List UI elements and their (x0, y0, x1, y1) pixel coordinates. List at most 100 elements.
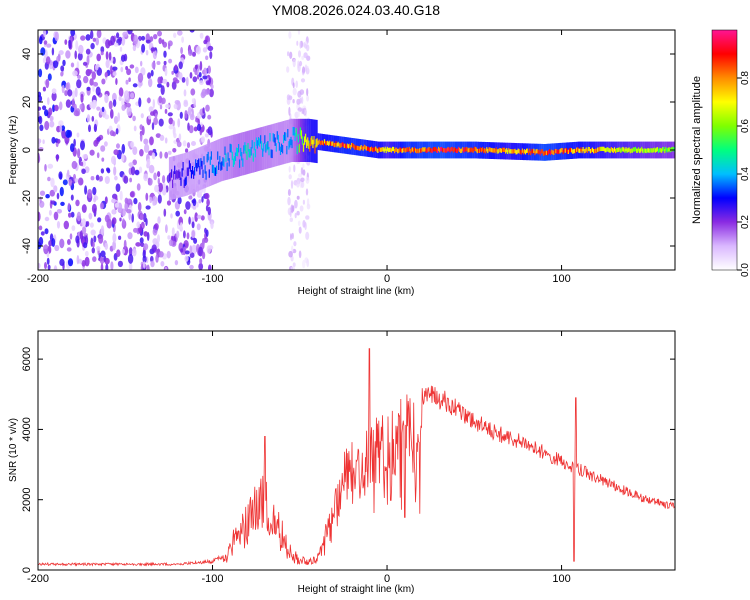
noise-column-mark (306, 65, 309, 72)
noise-column-mark (300, 167, 304, 176)
noise-mark (182, 246, 187, 256)
ridge-core-mark (540, 149, 542, 154)
ridge-core-mark (593, 149, 595, 154)
colorbar-ticks: 0.0 0.2 0.4 0.6 0.8 (737, 71, 750, 277)
ridge-core-mark (435, 148, 438, 153)
ridge-core-mark (589, 149, 591, 154)
noise-mark (185, 76, 189, 87)
noise-column-mark (288, 106, 291, 116)
noise-mark (60, 71, 64, 77)
ridge-core-mark (563, 148, 565, 153)
noise-mark (47, 97, 50, 106)
ridge-core-mark (289, 139, 291, 148)
ridge-core-mark (506, 148, 508, 153)
ridge-core-mark (402, 148, 404, 153)
noise-column-mark (298, 250, 302, 259)
noise-mark (77, 52, 83, 61)
ridge-core-mark (433, 147, 435, 152)
ridge-core-mark (537, 150, 539, 155)
ridge-core-mark (272, 133, 274, 142)
noise-column-mark (290, 266, 296, 270)
noise-mark (146, 264, 150, 270)
ridge-core-mark (247, 143, 249, 152)
y-tick-label: 20 (21, 96, 33, 108)
noise-column-mark (306, 258, 310, 268)
noise-mark (46, 257, 50, 265)
ridge-core-mark (662, 147, 664, 152)
noise-mark (174, 260, 179, 266)
noise-column-mark (289, 210, 292, 218)
noise-column-mark (296, 210, 300, 216)
noise-mark (121, 104, 126, 111)
ridge-halo-mark (264, 126, 266, 170)
noise-mark (119, 46, 123, 52)
ridge-core-mark (260, 135, 262, 144)
noise-mark (68, 179, 73, 187)
ridge-core-mark (250, 147, 252, 156)
noise-mark (168, 117, 174, 125)
ridge-core-mark (554, 149, 556, 154)
ridge-core-mark (234, 152, 237, 161)
ridge-core-mark (240, 147, 242, 157)
ridge-core-mark (468, 147, 470, 152)
noise-mark (163, 50, 167, 58)
ridge-core-mark (601, 146, 603, 151)
noise-mark (183, 89, 187, 97)
noise-column-mark (291, 232, 294, 240)
ridge-core-mark (458, 147, 461, 152)
ridge-core-mark (467, 148, 469, 153)
noise-column-mark (293, 164, 296, 173)
ridge-core-mark (582, 147, 584, 152)
noise-mark (92, 186, 97, 196)
ridge-core-mark (574, 148, 576, 154)
ridge-core-mark (434, 146, 437, 152)
ridge-core-mark (568, 148, 571, 153)
ridge-core-mark (335, 141, 337, 146)
noise-mark (191, 221, 195, 229)
noise-mark (99, 175, 103, 182)
noise-mark (101, 78, 106, 85)
noise-column-mark (299, 97, 302, 104)
noise-mark (38, 111, 41, 118)
noise-mark (127, 30, 133, 35)
ridge-core-mark (257, 137, 260, 146)
noise-mark (65, 129, 71, 138)
noise-mark (132, 115, 136, 122)
noise-mark (109, 130, 115, 137)
noise-mark (118, 87, 124, 97)
noise-mark (180, 248, 184, 253)
ridge-core-mark (401, 148, 403, 154)
noise-mark (45, 56, 51, 65)
noise-mark (80, 35, 86, 41)
noise-mark (126, 102, 131, 108)
ridge-core-mark (456, 148, 458, 153)
noise-mark (139, 132, 143, 142)
ridge-core-mark (564, 148, 566, 153)
ridge-core-mark (657, 148, 660, 153)
noise-mark (80, 93, 84, 103)
noise-mark (143, 231, 148, 237)
ridge-halo-mark (255, 128, 257, 172)
ridge-core-mark (264, 135, 266, 144)
noise-mark (83, 75, 89, 84)
ridge-core-mark (377, 148, 379, 153)
noise-mark (81, 168, 86, 174)
ridge-core-mark (206, 154, 208, 163)
ridge-core-mark (550, 150, 552, 156)
noise-mark (111, 217, 117, 225)
noise-column-mark (292, 87, 297, 96)
ridge-core-mark (278, 142, 280, 151)
ridge-halo-mark (299, 118, 301, 162)
ridge-core-mark (336, 143, 338, 148)
noise-mark (202, 107, 205, 114)
ridge-core-mark (621, 147, 623, 152)
ridge-core-mark (597, 147, 599, 152)
noise-mark (92, 85, 95, 92)
ridge-core-mark (489, 147, 491, 152)
noise-mark (75, 235, 80, 244)
ridge-core-mark (270, 149, 272, 158)
ridge-core-mark (444, 148, 446, 153)
snr-y-ticks: 0 2000 4000 6000 (21, 347, 675, 573)
noise-column-mark (294, 199, 298, 209)
ridge-core-mark (660, 148, 662, 153)
